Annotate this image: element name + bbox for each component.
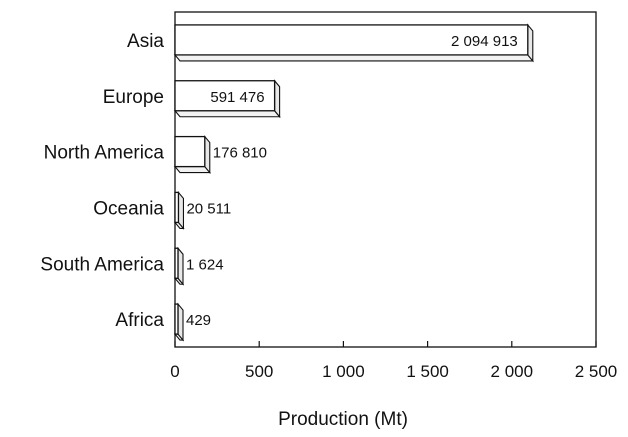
x-tick-label: 1 000 (322, 362, 365, 381)
x-axis-title: Production (Mt) (278, 409, 408, 430)
category-label: North America (44, 143, 165, 164)
bar-bottom-face (173, 110, 281, 118)
bar (174, 191, 180, 224)
category-label: Oceania (93, 198, 164, 219)
category-label: Europe (103, 87, 164, 108)
x-tick-label: 0 (170, 362, 179, 381)
category-label: South America (40, 254, 164, 275)
bar (174, 24, 529, 56)
data-label: 20 511 (186, 200, 231, 217)
category-label: Africa (115, 310, 164, 331)
x-tick-label: 2 500 (575, 362, 618, 381)
data-label: 176 810 (213, 145, 267, 162)
x-tick-label: 2 000 (491, 362, 534, 381)
bar-side-face (177, 302, 184, 342)
data-label: 2 094 913 (451, 33, 518, 50)
bar-side-face (177, 190, 185, 230)
bar (174, 135, 206, 168)
bar (174, 303, 179, 335)
bar (174, 80, 276, 112)
x-tick-label: 500 (245, 362, 273, 381)
bar-side-face (204, 135, 211, 175)
bar-side-face (177, 246, 184, 286)
plot-area: 0 500 1 000 1 500 2 000 2 500 Asia 2 094 913 Eur… (40, 11, 618, 381)
category-label: Asia (127, 31, 164, 52)
x-tick-label: 1 500 (406, 362, 449, 381)
data-label: 429 (186, 312, 211, 329)
data-label: 1 624 (186, 256, 224, 273)
plot-frame (174, 11, 597, 348)
bar (174, 247, 179, 279)
data-label: 591 476 (210, 89, 264, 106)
bar-bottom-face (173, 54, 534, 62)
bar-side-face (527, 23, 534, 63)
bar-side-face (274, 79, 281, 119)
bar-bottom-face (173, 166, 211, 174)
